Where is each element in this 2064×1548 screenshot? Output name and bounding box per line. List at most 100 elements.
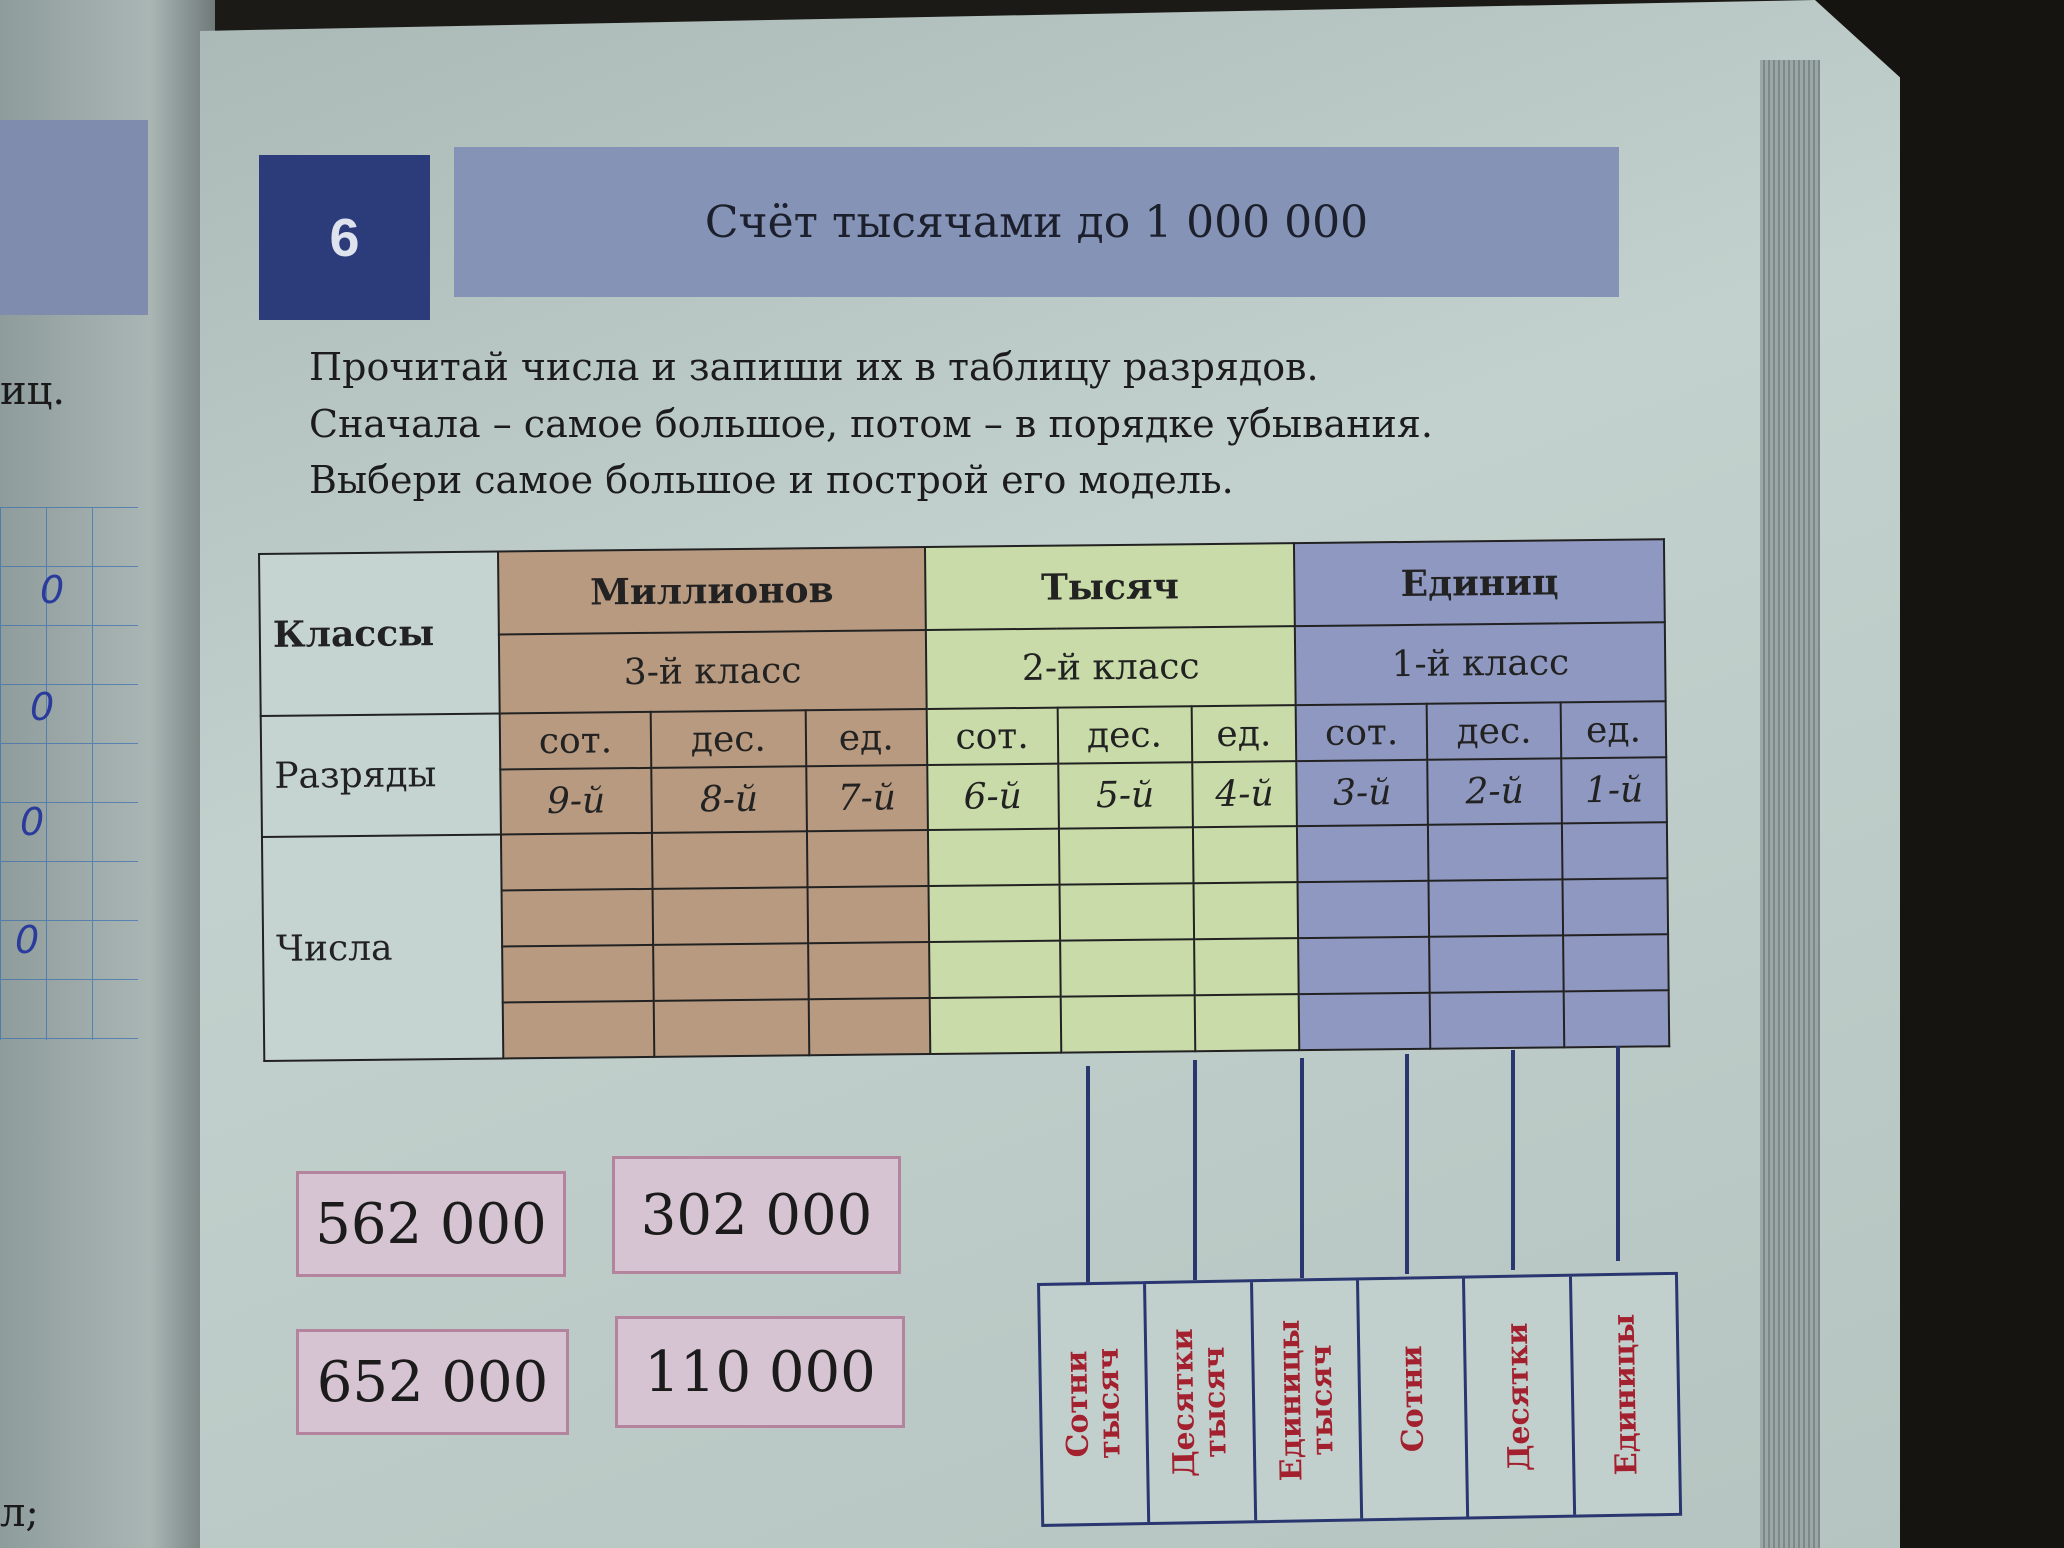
rank-index: 3-й <box>1296 759 1429 827</box>
rank-name: сот. <box>499 711 652 770</box>
number-card: 562 000 <box>296 1171 566 1277</box>
abacus-label: Десятки тысяч <box>1165 1327 1235 1478</box>
number-cell[interactable] <box>928 884 1060 942</box>
row-label-numbers: Числа <box>261 834 504 1061</box>
rank-name: дес. <box>1426 702 1562 760</box>
rank-name: дес. <box>1057 706 1192 764</box>
left-page: иц. 0 0 0 0 л; <box>0 0 215 1548</box>
left-page-grid <box>0 507 138 1040</box>
number-cell[interactable] <box>502 1000 655 1059</box>
number-cell[interactable] <box>1562 822 1668 880</box>
row-label-ranks: Разряды <box>260 713 501 837</box>
number-cell[interactable] <box>653 999 810 1057</box>
rank-index: 8-й <box>651 766 807 833</box>
number-cell[interactable] <box>928 940 1061 998</box>
number-cell[interactable] <box>1299 992 1431 1051</box>
class-number: 3-й класс <box>498 630 927 714</box>
rank-index: 7-й <box>805 765 928 832</box>
number-cell[interactable] <box>808 997 931 1056</box>
abacus-label: Сотни <box>1394 1344 1431 1453</box>
number-cell[interactable] <box>1562 878 1669 936</box>
number-card: 302 000 <box>612 1156 901 1274</box>
abacus-rod <box>1405 1054 1409 1274</box>
number-cell[interactable] <box>929 996 1061 1054</box>
number-cell[interactable] <box>807 941 930 1000</box>
number-cell[interactable] <box>1058 827 1194 885</box>
handwritten-mark: 0 <box>30 685 55 729</box>
rank-index: 4-й <box>1191 761 1298 828</box>
abacus-column: Десятки тысяч <box>1146 1282 1257 1523</box>
left-page-header-bar <box>0 120 148 315</box>
number-cell[interactable] <box>1563 990 1670 1048</box>
row-label-classes: Классы <box>259 551 500 716</box>
lesson-title: Счёт тысячами до 1 000 000 <box>704 196 1369 248</box>
abacus-rod <box>1511 1050 1515 1270</box>
abacus-column: Десятки <box>1465 1276 1576 1517</box>
number-cell[interactable] <box>927 828 1060 886</box>
number-cell[interactable] <box>1429 935 1564 993</box>
number-card: 110 000 <box>615 1316 905 1428</box>
abacus-column: Единицы тысяч <box>1252 1280 1364 1521</box>
number-card: 652 000 <box>296 1329 569 1435</box>
number-cell[interactable] <box>1429 991 1565 1049</box>
abacus-labels: Сотни тысяч Десятки тысяч Единицы тысяч … <box>1037 1271 1683 1527</box>
number-cell[interactable] <box>653 943 809 1001</box>
rank-name: дес. <box>650 710 806 768</box>
class-number: 1-й класс <box>1295 622 1666 706</box>
number-cell[interactable] <box>1563 934 1669 992</box>
number-cell[interactable] <box>1298 936 1430 995</box>
abacus-rod <box>1300 1058 1304 1278</box>
handwritten-mark: 0 <box>40 568 65 612</box>
abacus-label: Десятки <box>1499 1321 1538 1472</box>
lesson-number: 6 <box>259 155 430 320</box>
number-cell[interactable] <box>1060 995 1195 1053</box>
abacus-rod <box>1086 1066 1090 1286</box>
number-cell[interactable] <box>1428 879 1564 937</box>
number-cell[interactable] <box>1193 882 1299 940</box>
instruction-line: Выбери самое большое и построй его модел… <box>309 458 1234 502</box>
rank-name: ед. <box>1560 701 1667 759</box>
place-value-table: Классы Миллионов Тысяч Единиц 3-й класс … <box>258 538 1670 1062</box>
number-cell[interactable] <box>1192 826 1298 884</box>
rank-name: ед. <box>1191 705 1297 763</box>
abacus-rod <box>1193 1060 1197 1280</box>
number-cell[interactable] <box>651 831 808 889</box>
rank-index: 5-й <box>1057 762 1193 829</box>
abacus-label: Единицы тысяч <box>1271 1319 1341 1482</box>
abacus-label: Сотни тысяч <box>1059 1347 1128 1460</box>
number-cell[interactable] <box>807 885 929 944</box>
class-thousands: Тысяч <box>924 543 1296 631</box>
lesson-title-bar: Счёт тысячами до 1 000 000 <box>454 147 1619 297</box>
abacus-column: Сотни <box>1358 1278 1470 1519</box>
rank-name: сот. <box>1295 703 1428 762</box>
number-cell[interactable] <box>1194 994 1300 1052</box>
abacus-label: Единицы <box>1606 1313 1644 1476</box>
class-number: 2-й класс <box>925 626 1296 710</box>
abacus-rod <box>1616 1046 1620 1261</box>
number-cell[interactable] <box>500 832 653 891</box>
page-edges <box>1760 60 1820 1548</box>
rank-name: ед. <box>805 709 927 767</box>
number-cell[interactable] <box>1059 883 1194 941</box>
rank-index: 1-й <box>1561 757 1667 824</box>
number-cell[interactable] <box>1193 938 1300 996</box>
rank-index: 2-й <box>1427 758 1563 825</box>
number-cell[interactable] <box>1297 880 1430 939</box>
class-millions: Миллионов <box>497 547 926 635</box>
number-cell[interactable] <box>502 944 654 1003</box>
instruction-line: Сначала – самое большое, потом – в поряд… <box>309 402 1433 446</box>
rank-name: сот. <box>926 707 1058 766</box>
number-cell[interactable] <box>806 830 929 888</box>
rank-index: 9-й <box>500 767 652 835</box>
number-cell[interactable] <box>1297 824 1429 883</box>
left-page-text-fragment: иц. <box>0 368 66 414</box>
number-cell[interactable] <box>652 887 808 945</box>
abacus-column: Единицы <box>1572 1275 1679 1515</box>
rank-index: 6-й <box>926 763 1059 831</box>
number-cell[interactable] <box>1428 823 1563 881</box>
handwritten-mark: 0 <box>15 918 40 962</box>
left-page-text-fragment: л; <box>0 1490 39 1536</box>
number-cell[interactable] <box>501 888 654 947</box>
handwritten-mark: 0 <box>20 800 45 844</box>
number-cell[interactable] <box>1059 939 1195 997</box>
